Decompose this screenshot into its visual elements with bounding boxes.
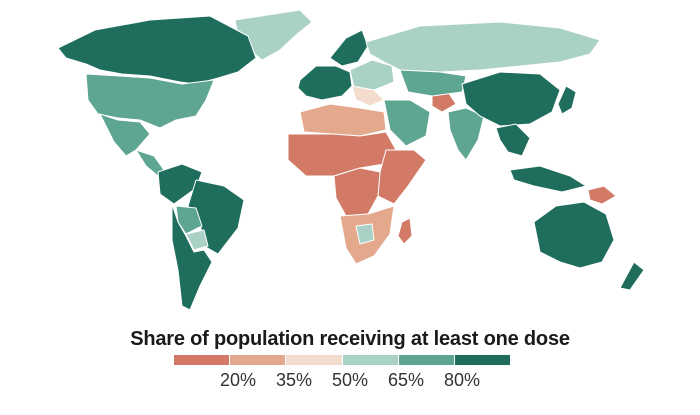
legend-swatch xyxy=(398,355,455,365)
legend-tick-label: 80% xyxy=(443,370,481,390)
region-india xyxy=(447,107,485,161)
legend-swatch xyxy=(286,355,343,365)
world-map xyxy=(57,9,645,311)
legend-swatch xyxy=(174,355,231,365)
region-central-asia xyxy=(399,69,467,97)
legend-tick-label: 65% xyxy=(387,370,425,390)
region-bolivia xyxy=(175,205,203,235)
region-new-zealand xyxy=(619,261,645,291)
region-east-africa xyxy=(377,149,427,205)
legend-tick-label: 50% xyxy=(331,370,369,390)
region-southern-south-america xyxy=(171,203,213,311)
map-legend: Share of population receiving at least o… xyxy=(0,322,700,412)
legend-swatch xyxy=(342,355,399,365)
region-mexico xyxy=(99,113,151,157)
region-indonesia xyxy=(509,165,587,193)
region-balkans xyxy=(351,85,385,107)
region-botswana xyxy=(355,223,375,245)
region-middle-east xyxy=(383,99,431,147)
region-australia xyxy=(533,201,615,269)
legend-title: Share of population receiving at least o… xyxy=(130,328,570,350)
region-sahel-west-africa xyxy=(287,131,397,177)
legend-swatch xyxy=(454,355,511,365)
region-scandinavia xyxy=(329,29,369,67)
region-japan xyxy=(557,85,577,115)
region-central-africa xyxy=(333,167,381,217)
region-western-europe xyxy=(297,65,353,101)
legend-swatch xyxy=(230,355,287,365)
region-north-africa xyxy=(299,103,387,137)
region-southeast-asia xyxy=(495,123,531,157)
region-russia xyxy=(365,21,601,73)
region-madagascar xyxy=(397,217,413,245)
region-paraguay xyxy=(185,229,209,251)
legend-tick-label: 35% xyxy=(275,370,313,390)
region-china xyxy=(461,71,561,127)
legend-color-bar xyxy=(174,355,511,365)
region-eastern-europe xyxy=(349,59,395,91)
region-papua-new-guinea xyxy=(587,185,617,205)
legend-tick-label: 20% xyxy=(219,370,257,390)
